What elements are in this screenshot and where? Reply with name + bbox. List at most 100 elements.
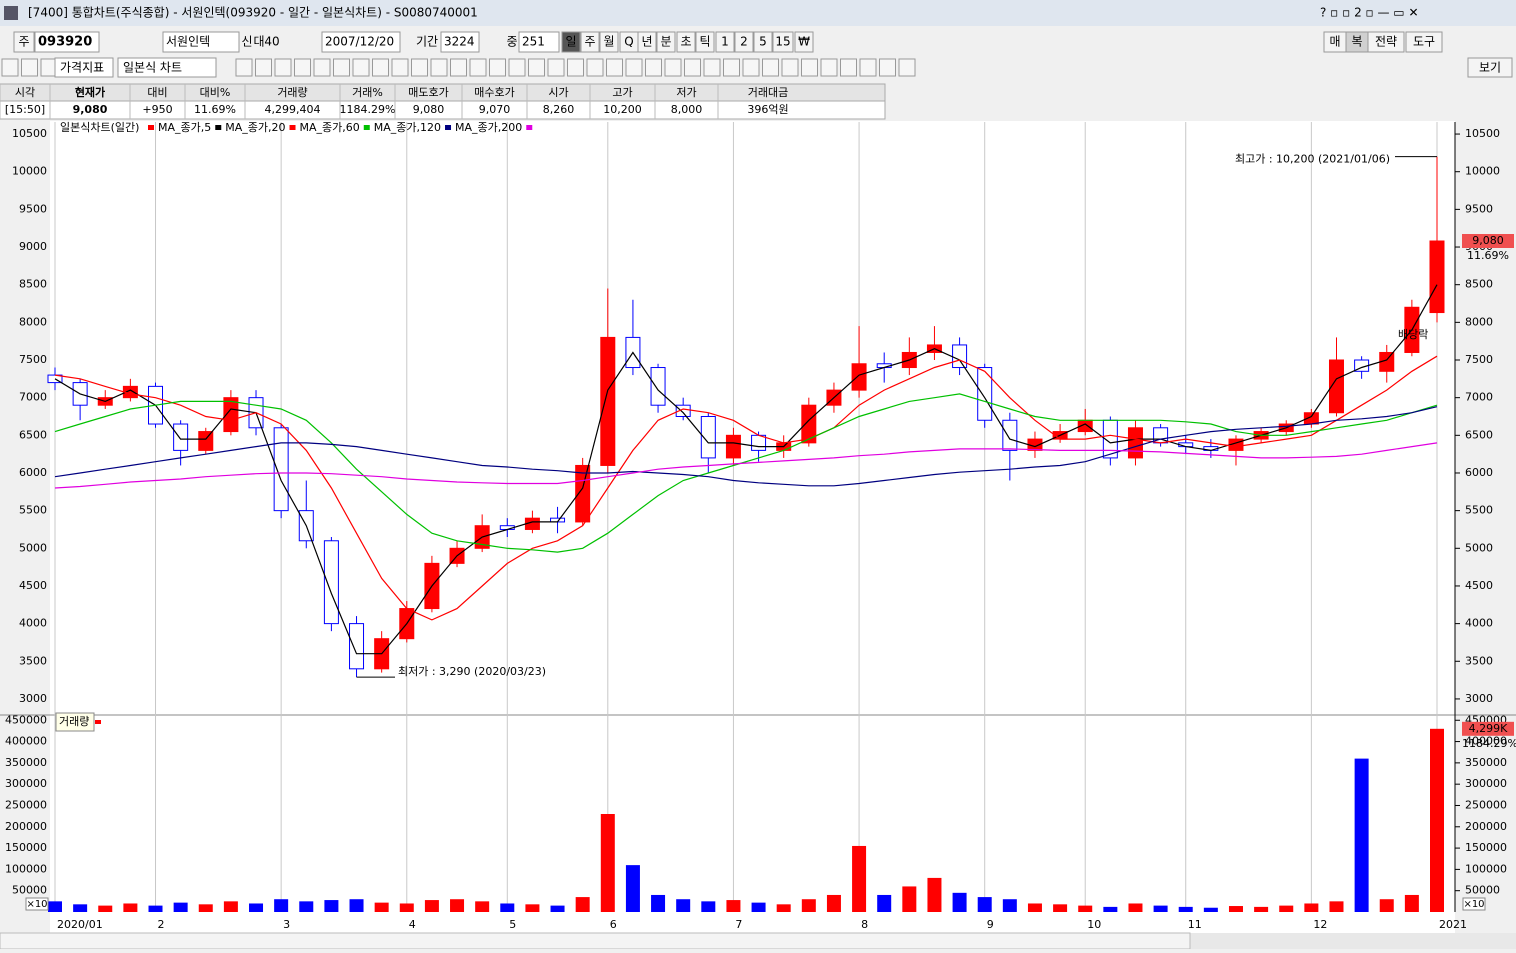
- tool-label[interactable]: 대: [253, 35, 264, 49]
- tool-icon[interactable]: [625, 58, 643, 77]
- tool-icon[interactable]: [840, 58, 857, 77]
- tool-box[interactable]: [518, 31, 560, 53]
- tool-label[interactable]: 신: [241, 35, 252, 49]
- tool-icon[interactable]: [450, 58, 467, 77]
- tool-icon[interactable]: [684, 58, 701, 77]
- tool-icon[interactable]: [859, 58, 877, 77]
- tool-label[interactable]: 매: [1329, 35, 1340, 49]
- tool-icon[interactable]: [723, 58, 740, 77]
- tool-icon[interactable]: [586, 58, 604, 77]
- tool-label[interactable]: 도구: [1413, 35, 1435, 49]
- input-text[interactable]: 서원인텍: [166, 35, 210, 49]
- tool-label[interactable]: 월: [603, 35, 614, 49]
- tool-box[interactable]: [580, 31, 600, 53]
- tool-box[interactable]: [794, 31, 814, 53]
- tool-label[interactable]: 가격지표: [60, 61, 104, 75]
- tool-icon[interactable]: [352, 58, 370, 77]
- tool-box[interactable]: [34, 31, 100, 53]
- tool-box[interactable]: [599, 31, 619, 53]
- tool-icon[interactable]: [879, 58, 896, 77]
- tool-label[interactable]: 일: [565, 35, 576, 49]
- tool-label[interactable]: 5: [759, 35, 767, 49]
- tool-icon[interactable]: [664, 58, 682, 77]
- tool-box[interactable]: [13, 31, 35, 53]
- quote-header: 매도호가: [408, 86, 448, 99]
- quote-value: 8,260: [543, 103, 575, 116]
- legend-label: 일본식차트(일간): [60, 120, 139, 134]
- input-text[interactable]: 251: [522, 35, 545, 49]
- tool-box[interactable]: [695, 31, 715, 53]
- tool-label[interactable]: 년: [641, 35, 652, 49]
- tool-label[interactable]: 일본식 차트: [123, 61, 182, 75]
- tool-label[interactable]: Q: [624, 35, 633, 49]
- tool-box[interactable]: [162, 31, 240, 53]
- volume-bar: [726, 900, 741, 912]
- tool-label[interactable]: 분: [660, 35, 671, 49]
- tool-label[interactable]: 주: [18, 35, 29, 49]
- scroll-track[interactable]: [0, 932, 1191, 950]
- tool-label[interactable]: 기간: [416, 35, 438, 49]
- tool-label[interactable]: 중: [506, 35, 517, 49]
- tool-icon[interactable]: [547, 58, 565, 77]
- tool-label[interactable]: 초: [680, 35, 691, 49]
- tool-icon[interactable]: [21, 58, 38, 77]
- tool-label[interactable]: 틱: [699, 35, 710, 49]
- tool-icon[interactable]: [294, 58, 311, 77]
- tool-icon[interactable]: [333, 58, 350, 77]
- tool-label[interactable]: 복: [1351, 35, 1362, 49]
- tool-box[interactable]: [656, 31, 676, 53]
- legend-label: MA_종가,120: [374, 121, 441, 134]
- tool-box[interactable]: [676, 31, 696, 53]
- tool-icon[interactable]: [469, 58, 487, 77]
- tool-box[interactable]: [734, 31, 754, 53]
- tool-icon[interactable]: [820, 58, 838, 77]
- tool-box[interactable]: [1405, 31, 1443, 53]
- tool-box[interactable]: [117, 57, 217, 78]
- input-text[interactable]: 093920: [38, 35, 92, 50]
- tool-label[interactable]: 15: [775, 35, 790, 49]
- tool-icon[interactable]: [372, 58, 389, 77]
- tool-icon[interactable]: [801, 58, 818, 77]
- tool-icon[interactable]: [898, 58, 916, 77]
- tool-label[interactable]: 전략: [1375, 35, 1397, 49]
- tool-icon[interactable]: [703, 58, 721, 77]
- tool-label[interactable]: 2: [740, 35, 748, 49]
- y-tick-label: 9500: [1465, 202, 1493, 215]
- tool-icon[interactable]: [742, 58, 760, 77]
- tool-box[interactable]: [637, 31, 657, 53]
- tool-label[interactable]: 1: [721, 35, 729, 49]
- tool-icon[interactable]: [606, 58, 623, 77]
- tool-label[interactable]: 주: [584, 35, 595, 49]
- tool-icon[interactable]: [391, 58, 409, 77]
- tool-box[interactable]: [753, 31, 773, 53]
- input-text[interactable]: 2007/12/20: [325, 35, 394, 49]
- tool-box[interactable]: [1367, 31, 1405, 53]
- tool-icon[interactable]: [567, 58, 584, 77]
- tool-icon[interactable]: [313, 58, 331, 77]
- tool-icon[interactable]: [781, 58, 799, 77]
- tool-label[interactable]: 40: [264, 35, 279, 49]
- tool-box[interactable]: [772, 31, 794, 53]
- input-text[interactable]: 3224: [444, 35, 475, 49]
- tool-icon[interactable]: [235, 58, 253, 77]
- window-controls[interactable]: ? ▫ ▫ 2 ▫ — ▭ ✕: [1320, 6, 1419, 20]
- tool-label[interactable]: ₩: [798, 35, 810, 49]
- tool-box[interactable]: [715, 31, 735, 53]
- tool-icon[interactable]: [762, 58, 779, 77]
- tool-icon[interactable]: [274, 58, 292, 77]
- tool-icon[interactable]: [1, 58, 19, 77]
- tool-box[interactable]: [561, 31, 581, 53]
- tool-icon[interactable]: [528, 58, 545, 77]
- tool-box[interactable]: [1467, 57, 1513, 78]
- tool-icon[interactable]: [508, 58, 526, 77]
- tool-icon[interactable]: [489, 58, 506, 77]
- tool-label[interactable]: 보기: [1479, 61, 1501, 75]
- tool-box[interactable]: [440, 31, 480, 53]
- tool-icon[interactable]: [645, 58, 662, 77]
- tool-icon[interactable]: [255, 58, 272, 77]
- tool-box[interactable]: [321, 31, 401, 53]
- tool-icon[interactable]: [411, 58, 428, 77]
- tool-box[interactable]: [54, 57, 114, 78]
- tool-icon[interactable]: [430, 58, 448, 77]
- y-tick-label: 6500: [1465, 428, 1493, 441]
